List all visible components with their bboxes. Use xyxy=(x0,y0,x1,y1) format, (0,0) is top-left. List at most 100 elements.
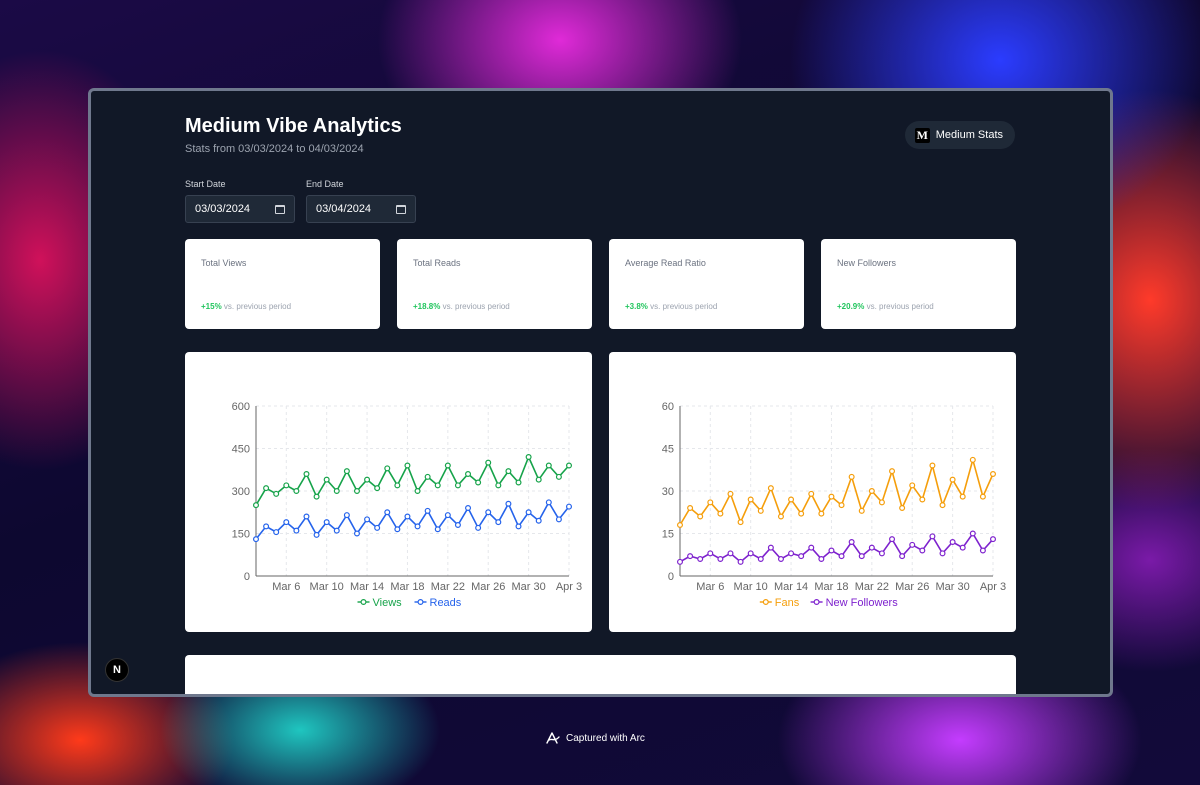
views-reads-chart: 0 150 300 450 600 Mar 6 Mar 10 Mar 14 Mar 18 Mar … xyxy=(232,401,583,609)
data-point xyxy=(939,502,946,509)
legend-label: Reads xyxy=(430,597,462,609)
data-point xyxy=(676,522,683,529)
data-point xyxy=(495,519,502,526)
data-point xyxy=(990,536,997,543)
y-tick-label: 60 xyxy=(662,401,674,413)
data-point xyxy=(515,479,522,486)
data-point xyxy=(434,526,441,533)
data-point xyxy=(808,490,815,497)
data-point xyxy=(566,503,573,510)
end-date-input[interactable]: 03/04/2024 xyxy=(306,195,416,223)
stat-change-suffix: vs. previous period xyxy=(866,302,934,311)
data-point xyxy=(798,553,805,560)
start-date-input[interactable]: 03/03/2024 xyxy=(185,195,295,223)
y-tick-label: 0 xyxy=(244,571,250,583)
legend-label: Views xyxy=(373,597,403,609)
page-subtitle: Stats from 03/03/2024 to 04/03/2024 xyxy=(185,143,364,155)
stat-change-pct: +18.8% xyxy=(413,302,441,311)
data-point xyxy=(374,524,381,531)
x-tick-label: Mar 22 xyxy=(431,581,465,593)
data-point xyxy=(323,476,330,483)
stat-change: +3.8% vs. previous period xyxy=(625,302,717,311)
data-point xyxy=(909,482,916,489)
data-point xyxy=(333,527,340,534)
legend-label: New Followers xyxy=(826,597,899,609)
y-tick-label: 45 xyxy=(662,444,674,456)
stat-change-suffix: vs. previous period xyxy=(442,302,510,311)
medium-stats-button[interactable]: M Medium Stats xyxy=(904,121,1015,149)
data-point xyxy=(343,512,350,519)
data-point xyxy=(717,556,724,563)
stat-card-total-reads: Total Reads +18.8% vs. previous period xyxy=(397,239,592,329)
data-point xyxy=(273,490,280,497)
data-point xyxy=(313,493,320,500)
data-point xyxy=(343,468,350,475)
data-point xyxy=(969,456,976,463)
data-point xyxy=(303,513,310,520)
data-point xyxy=(929,533,936,540)
data-point xyxy=(475,479,482,486)
data-point xyxy=(505,468,512,475)
legend-marker xyxy=(417,599,424,606)
data-point xyxy=(878,550,885,557)
series-line-views xyxy=(255,454,570,506)
data-point xyxy=(364,516,371,523)
calendar-icon[interactable] xyxy=(396,204,406,214)
data-point xyxy=(252,536,259,543)
stat-change-pct: +20.9% xyxy=(837,302,865,311)
stat-title: Total Views xyxy=(201,258,247,268)
data-point xyxy=(414,523,421,530)
data-point xyxy=(566,462,573,469)
stat-change-pct: +3.8% xyxy=(625,302,648,311)
data-point xyxy=(949,539,956,546)
data-point xyxy=(697,556,704,563)
data-point xyxy=(858,553,865,560)
data-point xyxy=(454,482,461,489)
data-point xyxy=(818,556,825,563)
y-tick-label: 150 xyxy=(232,529,250,541)
data-point xyxy=(969,530,976,537)
data-point xyxy=(959,544,966,551)
data-point xyxy=(868,544,875,551)
app-window: Medium Vibe Analytics Stats from 03/03/2… xyxy=(88,88,1113,697)
nextjs-logo-icon[interactable]: N xyxy=(105,658,129,682)
stat-change: +18.8% vs. previous period xyxy=(413,302,510,311)
x-tick-label: Mar 10 xyxy=(734,581,768,593)
data-point xyxy=(283,482,290,489)
data-point xyxy=(444,462,451,469)
calendar-icon[interactable] xyxy=(275,204,285,214)
data-point xyxy=(889,536,896,543)
data-point xyxy=(828,547,835,554)
data-point xyxy=(687,553,694,560)
data-point xyxy=(394,482,401,489)
x-tick-label: Mar 30 xyxy=(935,581,969,593)
data-point xyxy=(697,513,704,520)
data-point xyxy=(555,473,562,480)
page-title: Medium Vibe Analytics xyxy=(185,115,402,137)
legend-marker xyxy=(813,599,820,606)
stat-title: Average Read Ratio xyxy=(625,258,706,268)
data-point xyxy=(818,510,825,517)
data-point xyxy=(858,507,865,514)
x-tick-label: Mar 26 xyxy=(471,581,505,593)
data-point xyxy=(252,502,259,509)
data-point xyxy=(263,485,270,492)
data-point xyxy=(263,523,270,530)
data-point xyxy=(353,488,360,495)
data-point xyxy=(303,470,310,477)
arc-logo-icon xyxy=(546,732,560,744)
data-point xyxy=(788,550,795,557)
data-point xyxy=(899,505,906,512)
start-date-label: Start Date xyxy=(185,179,226,189)
data-point xyxy=(979,493,986,500)
data-point xyxy=(717,510,724,517)
data-point xyxy=(454,522,461,529)
x-tick-label: Mar 30 xyxy=(511,581,545,593)
data-point xyxy=(555,516,562,523)
data-point xyxy=(495,482,502,489)
data-point xyxy=(990,470,997,477)
data-point xyxy=(313,531,320,538)
data-point xyxy=(909,541,916,548)
data-point xyxy=(899,553,906,560)
data-point xyxy=(828,493,835,500)
